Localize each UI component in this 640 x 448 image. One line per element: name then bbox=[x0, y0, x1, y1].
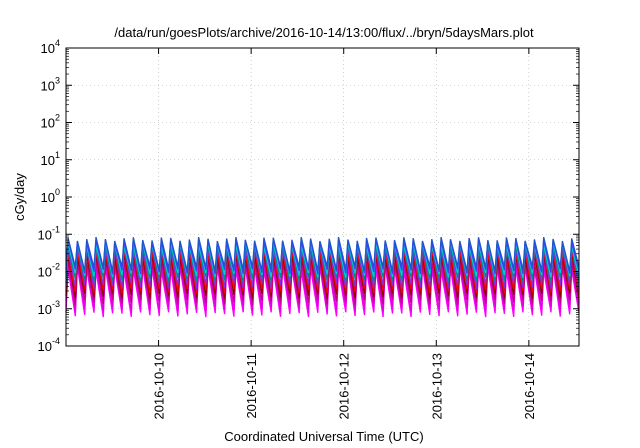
series-group bbox=[65, 236, 580, 318]
x-tick-label: 2016-10-13 bbox=[429, 353, 444, 420]
y-tick-label: 104 bbox=[41, 38, 60, 56]
y-ticks: 104 103 102 101 100 10-1 10-2 10-3 10-4 bbox=[38, 38, 579, 354]
series-line bbox=[65, 236, 580, 272]
x-tick-label: 2016-10-10 bbox=[152, 353, 167, 420]
x-tick-label: 2016-10-14 bbox=[522, 353, 537, 420]
y-axis-label: cGy/day bbox=[12, 173, 27, 221]
y-tick-label: 103 bbox=[41, 75, 60, 93]
x-tick-label: 2016-10-11 bbox=[244, 353, 259, 419]
y-tick-label: 101 bbox=[41, 150, 60, 168]
x-axis-label: Coordinated Universal Time (UTC) bbox=[224, 429, 423, 444]
x-tick-label: 2016-10-12 bbox=[337, 353, 352, 420]
y-tick-label: 10-4 bbox=[38, 336, 60, 354]
y-tick-label: 102 bbox=[41, 113, 60, 131]
y-tick-label: 10-2 bbox=[38, 262, 60, 280]
x-ticks: 2016-10-10 2016-10-11 2016-10-12 2016-10-13… bbox=[152, 48, 537, 420]
y-tick-label: 10-3 bbox=[38, 299, 60, 317]
y-tick-label: 10-1 bbox=[38, 224, 60, 242]
y-tick-label: 100 bbox=[41, 187, 60, 205]
chart-title: /data/run/goesPlots/archive/2016-10-14/1… bbox=[114, 25, 534, 40]
